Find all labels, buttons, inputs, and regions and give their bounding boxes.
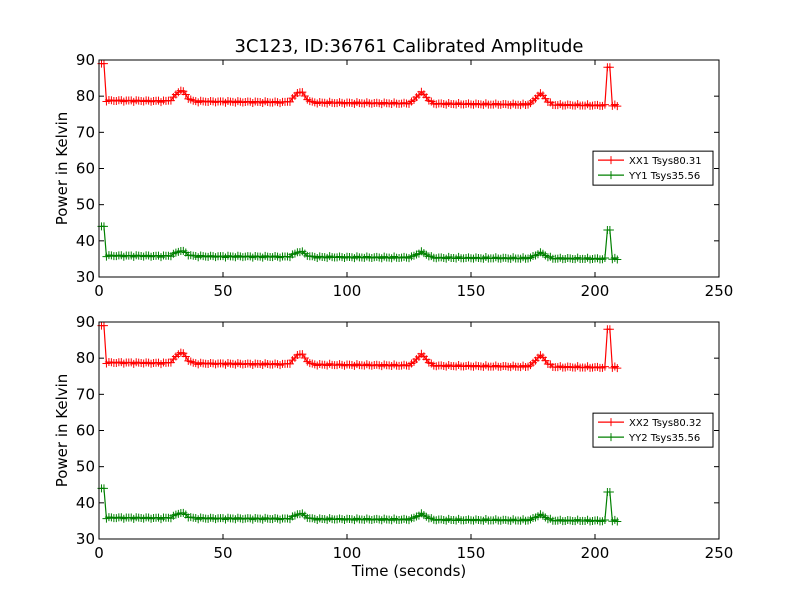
x-tick-label: 50 — [213, 544, 232, 562]
data-point — [605, 487, 614, 496]
x-axis-label: Time (seconds) — [351, 562, 467, 580]
y-tick-label: 60 — [76, 422, 95, 440]
y-tick-label: 80 — [76, 87, 95, 105]
y-tick-label: 30 — [76, 530, 95, 548]
y-tick-label: 70 — [76, 385, 95, 403]
series-2 — [97, 222, 622, 264]
series-2 — [97, 484, 622, 526]
y-axis-label: Power in Kelvin — [53, 374, 71, 488]
data-point — [99, 222, 108, 231]
legend-entry: XX1 Tsys80.31 — [629, 156, 702, 167]
x-tick-label: 100 — [333, 544, 362, 562]
data-point — [605, 225, 614, 234]
legend: XX1 Tsys80.31 YY1 Tsys35.56 — [592, 150, 714, 186]
x-tick-label: 150 — [457, 544, 486, 562]
legend-entry: YY1 Tsys35.56 — [628, 171, 700, 182]
x-tick-label: 150 — [457, 282, 486, 300]
y-tick-label: 50 — [76, 458, 95, 476]
data-point — [613, 517, 622, 526]
data-point — [99, 321, 108, 330]
y-axis-label: Power in Kelvin — [53, 112, 71, 226]
x-tick-label: 0 — [94, 544, 104, 562]
legend-box — [592, 150, 714, 186]
x-tick-label: 0 — [94, 282, 104, 300]
x-tick-label: 100 — [333, 282, 362, 300]
data-point — [613, 255, 622, 264]
x-tick-label: 250 — [705, 544, 734, 562]
data-point — [613, 364, 622, 373]
data-point — [600, 100, 609, 109]
x-tick-label: 250 — [705, 282, 734, 300]
legend-entry: XX2 Tsys80.32 — [629, 418, 702, 429]
x-tick-label: 200 — [581, 282, 610, 300]
data-point — [181, 352, 190, 361]
data-point — [600, 362, 609, 371]
series-1 — [97, 321, 622, 373]
x-tick-label: 200 — [581, 544, 610, 562]
x-tick-label: 50 — [213, 282, 232, 300]
y-tick-label: 40 — [76, 232, 95, 250]
series-1 — [97, 59, 622, 111]
legend: XX2 Tsys80.32 YY2 Tsys35.56 — [592, 412, 714, 448]
y-tick-label: 90 — [76, 313, 95, 331]
y-tick-label: 90 — [76, 51, 95, 69]
y-tick-label: 50 — [76, 196, 95, 214]
data-point — [605, 63, 614, 72]
data-point — [605, 325, 614, 334]
y-tick-label: 40 — [76, 494, 95, 512]
y-tick-label: 60 — [76, 160, 95, 178]
y-tick-label: 80 — [76, 349, 95, 367]
legend-entry: YY2 Tsys35.56 — [628, 433, 700, 444]
legend-box — [592, 412, 714, 448]
data-point — [613, 102, 622, 111]
y-tick-label: 70 — [76, 123, 95, 141]
data-point — [99, 59, 108, 68]
chart-title: 3C123, ID:36761 Calibrated Amplitude — [234, 36, 583, 57]
data-point — [600, 515, 609, 524]
subplot-1: 3C123, ID:36761 Calibrated Amplitude 0 50 1… — [53, 36, 733, 300]
y-tick-label: 30 — [76, 268, 95, 286]
data-point — [99, 484, 108, 493]
data-point — [600, 253, 609, 262]
subplot-2: 0 50 100 150 200 250 30 40 50 60 70 80 90 Power in Ke… — [53, 313, 733, 580]
data-point — [181, 90, 190, 99]
